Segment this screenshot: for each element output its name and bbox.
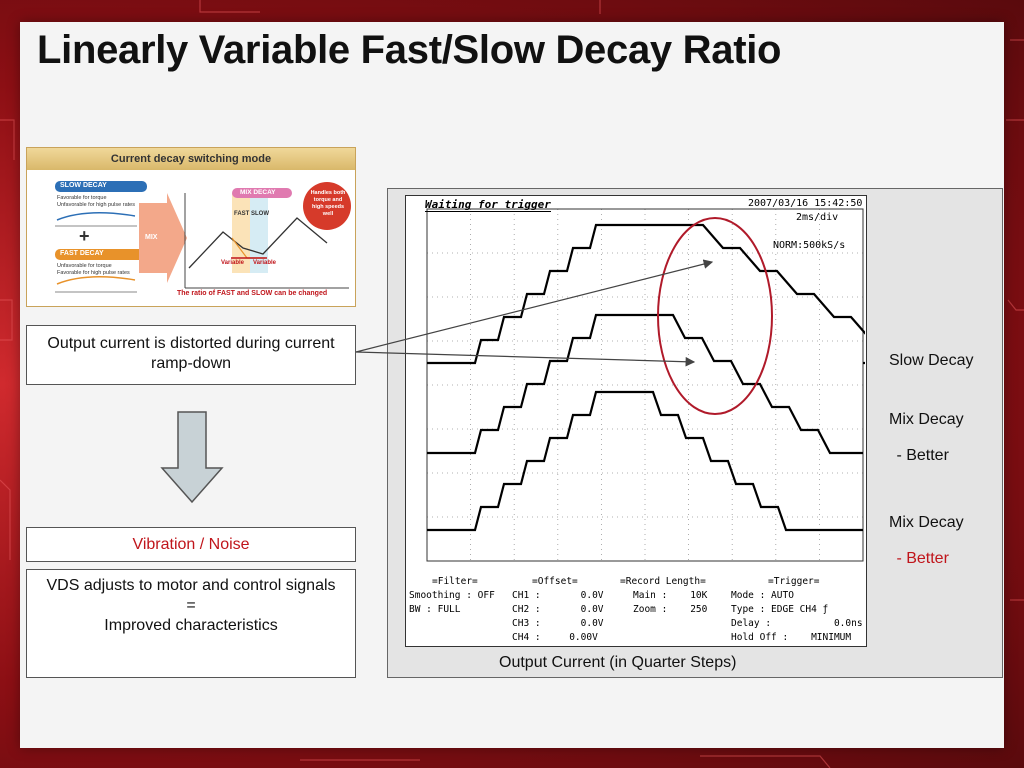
figure-diagram [55, 181, 351, 293]
better-label-1: - Better [892, 447, 949, 464]
mix-decay-label-2: Mix Decay [889, 514, 964, 531]
vds-text-1: VDS adjusts to motor and control signals [46, 577, 336, 594]
scope-trace [427, 390, 863, 532]
scope-norm: NORM:500kS/s [773, 240, 846, 251]
scope-timebase: 2ms/div [796, 212, 839, 223]
trigger-type: Type : EDGE CH4 ƒ [731, 604, 829, 615]
slow-decay-tag: SLOW DECAY [60, 182, 107, 189]
record-zoom: Zoom : 250 [633, 604, 708, 615]
scope-caption: Output Current (in Quarter Steps) [499, 654, 737, 671]
slow-decay-note-2: Unfavorable for high pulse rates [57, 202, 135, 208]
plus-sign: + [79, 226, 90, 246]
mix-decay-tag: MIX DECAY [240, 189, 276, 196]
vds-text-2: Improved characteristics [104, 617, 278, 634]
vds-box: VDS adjusts to motor and control signals… [26, 569, 356, 678]
better-label-2: - Better [892, 550, 949, 567]
ch1-offset: CH1 : 0.0V [512, 590, 604, 601]
scope-datetime: 2007/03/16 15:42:50 [748, 198, 863, 209]
figure-header: Current decay switching mode [27, 148, 355, 170]
fast-decay-tag: FAST DECAY [60, 250, 104, 257]
smoothing-value: Smoothing : OFF [409, 590, 495, 601]
record-header: =Record Length= [620, 576, 706, 587]
down-arrow [160, 411, 224, 504]
distortion-text: Output current is distorted during curre… [47, 335, 335, 372]
ch3-offset: CH3 : 0.0V [512, 618, 604, 629]
bw-value: BW : FULL [409, 604, 461, 615]
variable-label-1: Variable [221, 260, 245, 266]
slow-decay-note-1: Favorable for torque [57, 195, 107, 201]
trigger-delay: Delay : 0.0ns [731, 618, 863, 629]
vibration-text: Vibration / Noise [132, 536, 250, 553]
record-main: Main : 10K [633, 590, 708, 601]
vibration-box: Vibration / Noise [26, 527, 356, 562]
vds-equals: = [186, 597, 196, 614]
figure-caption: The ratio of FAST and SLOW can be change… [177, 290, 328, 297]
scope-graticule [426, 208, 865, 562]
decay-switching-figure: Current decay switching mode SLOW DECAY … [26, 147, 356, 307]
fast-label: FAST [234, 211, 250, 217]
handles-note: Handles both torque and high speeds well [310, 190, 346, 217]
trigger-header: =Trigger= [768, 576, 820, 587]
offset-header: =Offset= [532, 576, 578, 587]
fast-decay-note-1: Unfavorable for torque [57, 263, 112, 269]
distortion-note: Output current is distorted during curre… [26, 325, 356, 385]
slide-title: Linearly Variable Fast/Slow Decay Ratio [37, 28, 782, 72]
fast-decay-note-2: Favorable for high pulse rates [57, 270, 130, 276]
scope-status: Waiting for trigger [425, 198, 551, 212]
mix-decay-label-1: Mix Decay [889, 411, 964, 428]
slow-label: SLOW [251, 211, 269, 217]
filter-header: =Filter= [432, 576, 478, 587]
trigger-holdoff: Hold Off : MINIMUM [731, 632, 852, 643]
slow-decay-label: Slow Decay [889, 352, 974, 369]
highlight-ellipse [657, 217, 773, 415]
mix-label: MIX [145, 234, 158, 241]
ch2-offset: CH2 : 0.0V [512, 604, 604, 615]
variable-label-2: Variable [253, 260, 277, 266]
ch4-offset: CH4 : 0.00V [512, 632, 598, 643]
trigger-mode: Mode : AUTO [731, 590, 794, 601]
